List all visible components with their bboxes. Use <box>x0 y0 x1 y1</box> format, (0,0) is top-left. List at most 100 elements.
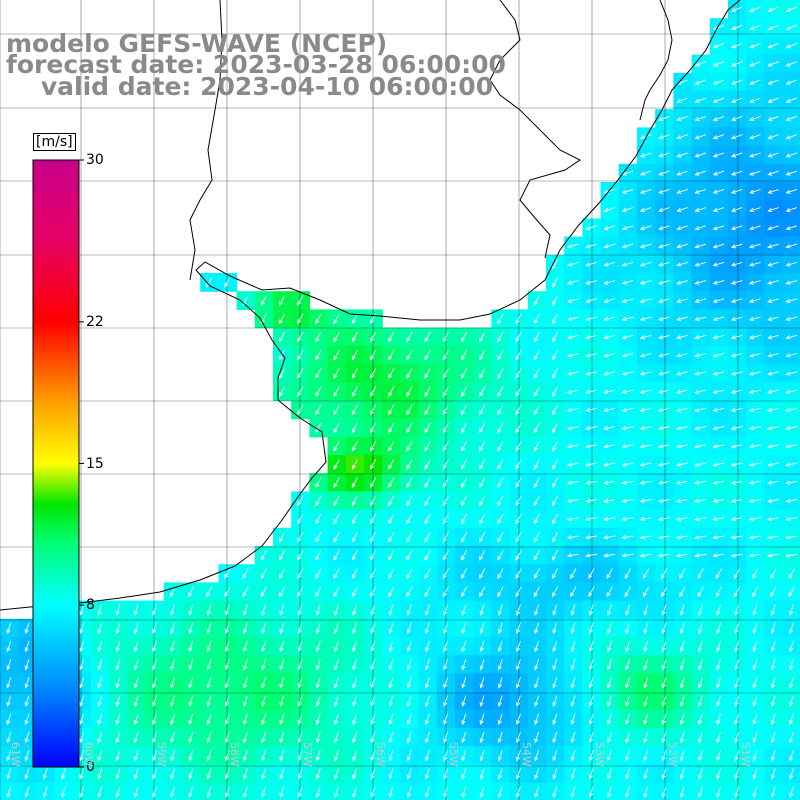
wind-arrow <box>370 531 377 543</box>
wind-arrow <box>712 280 725 285</box>
wind-arrow <box>749 79 761 85</box>
wind-arrow <box>585 316 597 322</box>
wind-arrow <box>188 604 194 616</box>
wind-arrow <box>552 477 559 489</box>
wind-arrow <box>170 749 176 762</box>
wind-arrow <box>497 495 504 507</box>
wind-arrow <box>297 586 304 598</box>
wind-arrow <box>748 261 761 267</box>
wind-arrow <box>461 695 467 707</box>
wind-arrow <box>621 207 634 212</box>
wind-arrow <box>712 407 725 413</box>
wind-arrow <box>425 695 430 707</box>
wind-arrow <box>767 553 779 558</box>
wind-arrow <box>566 261 579 267</box>
wind-arrow <box>694 170 707 176</box>
wind-arrow <box>661 658 667 671</box>
wind-arrow <box>585 480 597 485</box>
wind-arrow <box>479 677 485 689</box>
wind-arrow <box>279 295 286 307</box>
wind-arrow <box>370 568 377 580</box>
wind-arrow <box>785 334 798 340</box>
wind-arrow <box>315 513 322 525</box>
wind-arrow <box>370 731 376 744</box>
wind-arrow <box>388 495 395 507</box>
wind-arrow <box>442 440 449 452</box>
wind-arrow <box>603 480 616 485</box>
wind-arrow <box>351 404 358 416</box>
wind-arrow <box>533 495 540 507</box>
wind-arrow <box>694 261 707 267</box>
wind-arrow <box>785 426 798 431</box>
wind-arrow <box>639 389 652 394</box>
wind-arrow <box>734 731 740 744</box>
wind-arrow <box>115 622 121 635</box>
wind-arrow <box>789 749 794 762</box>
wind-arrow <box>639 261 652 267</box>
wind-arrow <box>734 622 740 635</box>
wind-arrow <box>79 768 85 780</box>
wind-arrow <box>731 97 743 103</box>
wind-arrow <box>712 207 725 212</box>
wind-arrow <box>639 426 652 431</box>
wind-arrow <box>97 677 103 689</box>
wind-arrow <box>279 749 285 762</box>
wind-arrow <box>170 640 176 653</box>
wind-arrow <box>533 404 540 416</box>
wind-arrow <box>333 550 340 561</box>
wind-arrow <box>730 553 743 558</box>
wind-arrow <box>585 353 597 358</box>
wind-arrow <box>515 459 522 470</box>
wind-arrow <box>6 677 12 689</box>
wind-arrow <box>657 444 670 449</box>
wind-arrow <box>206 604 212 616</box>
wind-arrow <box>297 749 303 762</box>
wind-arrow <box>639 207 652 212</box>
wind-arrow <box>370 513 377 525</box>
wind-arrow <box>767 535 779 540</box>
wind-arrow <box>712 225 725 231</box>
wind-arrow <box>789 731 794 744</box>
wind-arrow <box>585 498 597 504</box>
wind-arrow <box>170 677 176 689</box>
wind-arrow <box>785 516 798 522</box>
wind-arrow <box>734 768 740 780</box>
wind-arrow <box>676 280 688 285</box>
wind-arrow <box>767 115 779 122</box>
wind-arrow <box>152 677 157 689</box>
wind-arrow <box>621 261 634 267</box>
wind-arrow <box>479 768 485 780</box>
wind-arrow <box>370 640 376 653</box>
wind-arrow <box>279 622 285 635</box>
longitude-label: 59W <box>155 742 168 767</box>
wind-arrow <box>351 422 358 434</box>
wind-arrow <box>297 640 303 653</box>
wind-arrow <box>639 334 652 340</box>
wind-arrow <box>297 550 304 561</box>
wind-arrow <box>767 498 779 504</box>
wind-arrow <box>621 407 634 413</box>
wind-arrow <box>730 462 743 467</box>
wind-arrow <box>767 42 779 49</box>
wind-arrow <box>625 677 631 689</box>
wind-arrow <box>206 658 212 671</box>
wind-arrow <box>588 658 594 671</box>
wind-arrow <box>639 480 652 485</box>
wind-arrow <box>516 604 521 616</box>
wind-arrow <box>643 586 650 598</box>
colorbar-units: [m/s] <box>33 133 76 151</box>
wind-arrow <box>297 404 304 416</box>
wind-arrow <box>712 444 725 449</box>
wind-arrow <box>752 677 758 689</box>
wind-arrow <box>442 331 449 343</box>
wind-arrow <box>552 331 559 343</box>
wind-arrow <box>552 695 558 707</box>
wind-arrow <box>515 568 522 580</box>
wind-arrow <box>479 349 486 361</box>
wind-arrow <box>752 604 758 616</box>
wind-arrow <box>731 61 743 67</box>
wind-arrow <box>152 695 157 707</box>
wind-arrow <box>242 586 249 598</box>
wind-arrow <box>461 731 467 744</box>
